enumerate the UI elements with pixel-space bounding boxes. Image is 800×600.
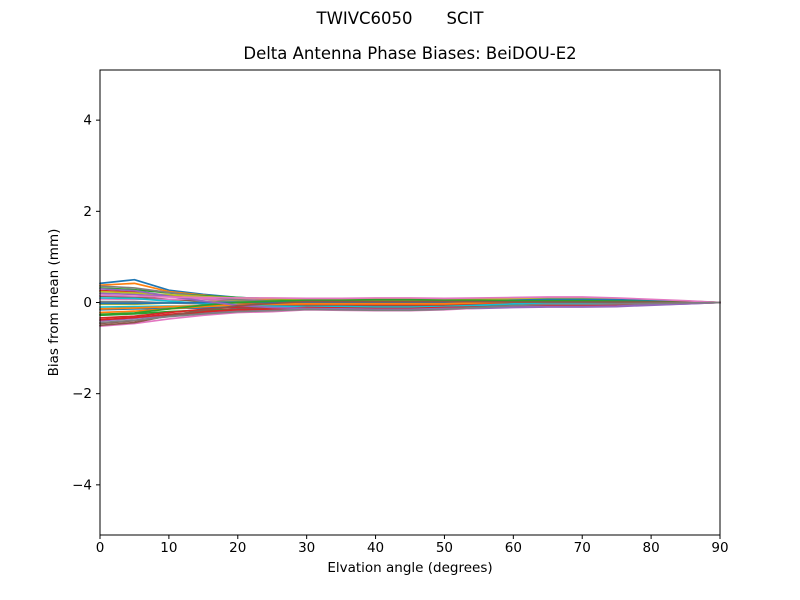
series-line-27 [99, 294, 721, 304]
series-line-20 [99, 297, 721, 308]
x-tick-label: 30 [298, 540, 315, 556]
series-line-24 [99, 301, 721, 321]
y-tick-label: −2 [72, 386, 92, 402]
x-tick-label: 20 [229, 540, 246, 556]
x-axis-label: Elvation angle (degrees) [327, 560, 492, 576]
series-line-25 [99, 287, 721, 311]
x-tick-label: 10 [160, 540, 177, 556]
suptitle-left: TWIVC6050 [316, 9, 413, 28]
series-line-23 [99, 298, 721, 316]
x-tick-label: 70 [574, 540, 591, 556]
suptitle-right: SCIT [446, 9, 484, 28]
series-line-26 [99, 300, 721, 327]
x-tick-label: 60 [505, 540, 522, 556]
y-axis-label: Bias from mean (mm) [46, 229, 62, 377]
series-line-19 [99, 290, 721, 304]
x-tick-label: 90 [711, 540, 728, 556]
y-tick-label: 0 [83, 295, 92, 311]
figure-suptitle: TWIVC6050 SCIT [0, 9, 800, 28]
plot-border [99, 69, 721, 536]
x-tick-label: 0 [96, 540, 105, 556]
chart-title: Delta Antenna Phase Biases: BeiDOU-E2 [243, 44, 577, 63]
y-tick-label: 2 [83, 204, 92, 220]
y-tick-label: 4 [83, 113, 92, 129]
y-tick-label: −4 [72, 477, 92, 493]
series-line-28 [99, 301, 721, 324]
x-tick-label: 50 [436, 540, 453, 556]
x-tick-label: 40 [367, 540, 384, 556]
x-tick-label: 80 [643, 540, 660, 556]
